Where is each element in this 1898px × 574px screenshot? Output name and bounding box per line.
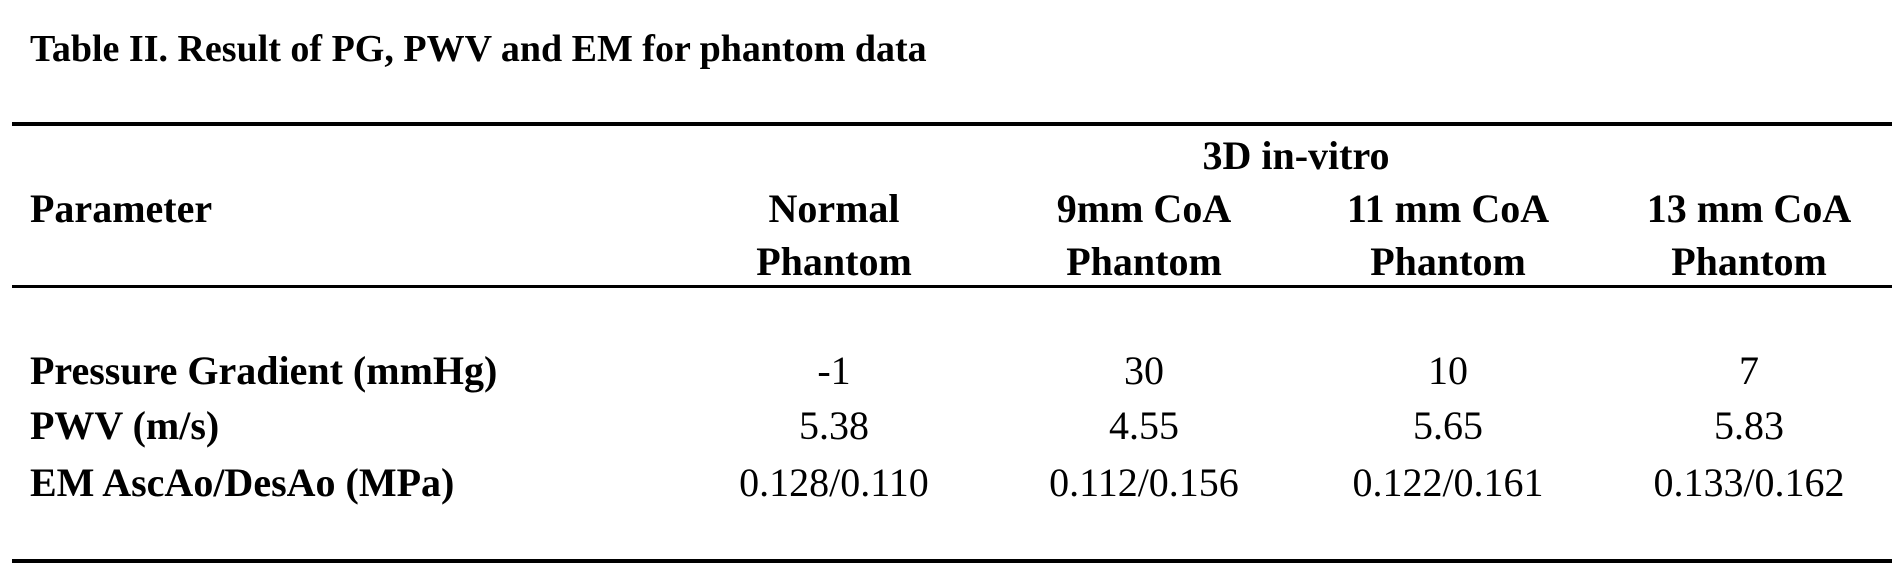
cell: 4.55 (1109, 403, 1179, 448)
cell: 0.133/0.162 (1653, 460, 1845, 505)
row-header: Parameter (30, 186, 213, 231)
row-label: Pressure Gradient (mmHg) (30, 348, 498, 393)
cell: 0.112/0.156 (1049, 460, 1239, 505)
cell: 5.38 (799, 403, 869, 448)
cell: 0.122/0.161 (1352, 460, 1544, 505)
header-rule (12, 285, 1892, 288)
column-header: Phantom (1066, 239, 1222, 284)
cell: 10 (1428, 348, 1468, 393)
column-header: 9mm CoA (1056, 186, 1232, 231)
cell: 7 (1739, 348, 1759, 393)
column-header: 11 mm CoA (1346, 186, 1550, 231)
group-header: 3D in-vitro (1202, 133, 1390, 178)
column-header: Normal (768, 186, 900, 231)
cell: 5.65 (1413, 403, 1483, 448)
top-rule (12, 122, 1892, 126)
cell: 30 (1124, 348, 1164, 393)
cell: 0.128/0.110 (739, 460, 929, 505)
column-header: Phantom (1370, 239, 1526, 284)
bottom-rule (12, 559, 1892, 563)
cell: -1 (817, 348, 851, 393)
column-header: Phantom (1671, 239, 1827, 284)
column-header: 13 mm CoA (1646, 186, 1852, 231)
row-label: EM AscAo/DesAo (MPa) (30, 460, 455, 505)
table-title: Table II. Result of PG, PWV and EM for p… (30, 28, 927, 70)
column-header: Phantom (756, 239, 912, 284)
row-label: PWV (m/s) (30, 403, 220, 448)
cell: 5.83 (1714, 403, 1784, 448)
